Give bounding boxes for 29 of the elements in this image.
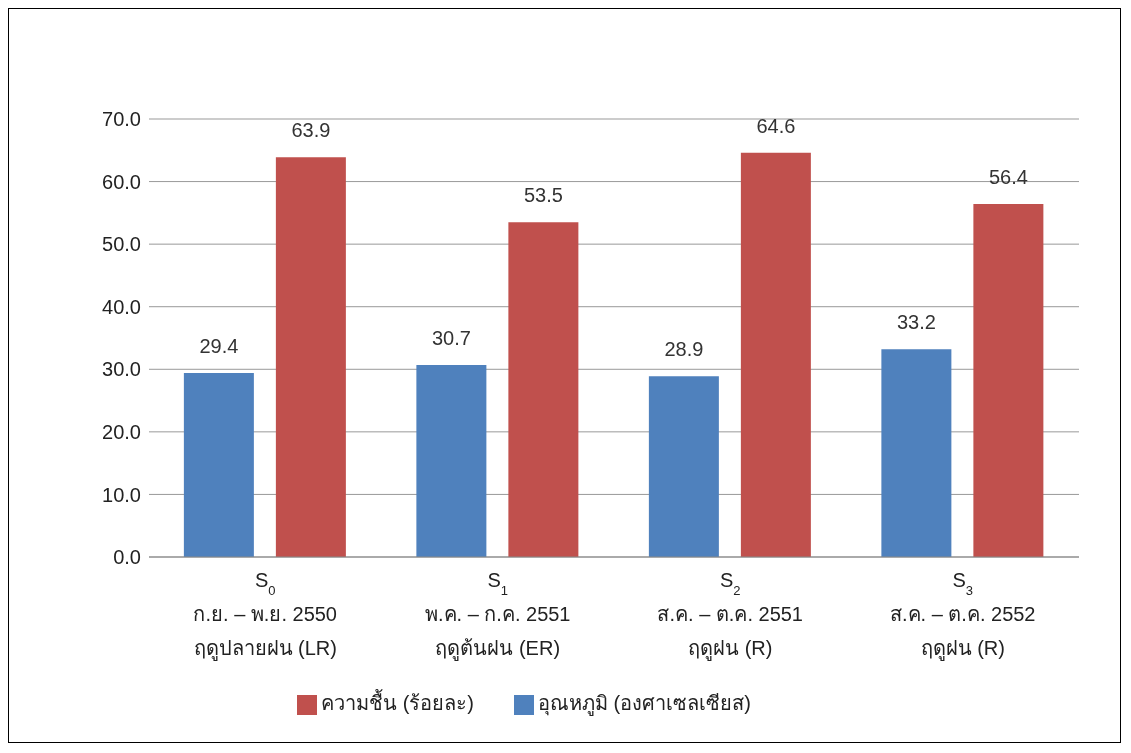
y-tick-label: 20.0 bbox=[102, 420, 141, 443]
x-tick-label: S$_{2}$ ส.ค. – ต.ค. 2551 ฤดูฝน (R) bbox=[657, 569, 804, 661]
data-label: 53.5 bbox=[523, 184, 563, 207]
bar bbox=[740, 152, 811, 557]
y-tick-label: 0.0 bbox=[113, 546, 141, 569]
y-tick-label: 60.0 bbox=[102, 170, 141, 193]
bar bbox=[183, 373, 254, 557]
data-label: 56.4 bbox=[988, 166, 1028, 189]
bar bbox=[275, 157, 346, 557]
y-tick-label: 10.0 bbox=[102, 483, 141, 506]
y-tick-label: 40.0 bbox=[102, 295, 141, 318]
bar bbox=[648, 376, 719, 557]
legend-label: อุณหภูมิ (องศาเซลเซียส) bbox=[538, 692, 751, 714]
y-tick-label: 30.0 bbox=[102, 358, 141, 381]
bar bbox=[881, 349, 952, 557]
data-label: 29.4 bbox=[199, 335, 239, 358]
data-label: 63.9 bbox=[291, 119, 331, 142]
data-label: 28.9 bbox=[664, 338, 704, 361]
data-label: 64.6 bbox=[756, 114, 796, 137]
data-label: 33.2 bbox=[896, 311, 936, 334]
x-tick-label: S$_{0}$ ก.ย. – พ.ย. 2550 ฤดูปลายฝน (LR) bbox=[193, 569, 338, 661]
y-tick-label: 70.0 bbox=[102, 108, 141, 131]
y-tick-label: 50.0 bbox=[102, 233, 141, 256]
bar bbox=[973, 204, 1044, 557]
data-label: 30.7 bbox=[431, 326, 471, 349]
bar bbox=[416, 364, 487, 557]
x-tick-label: S$_{3}$ ส.ค. – ต.ค. 2552 ฤดูฝน (R) bbox=[889, 569, 1036, 661]
x-tick-label: S$_{1}$ พ.ค. – ก.ค. 2551 ฤดูต้นฝน (ER) bbox=[424, 569, 571, 661]
bar bbox=[508, 222, 579, 557]
